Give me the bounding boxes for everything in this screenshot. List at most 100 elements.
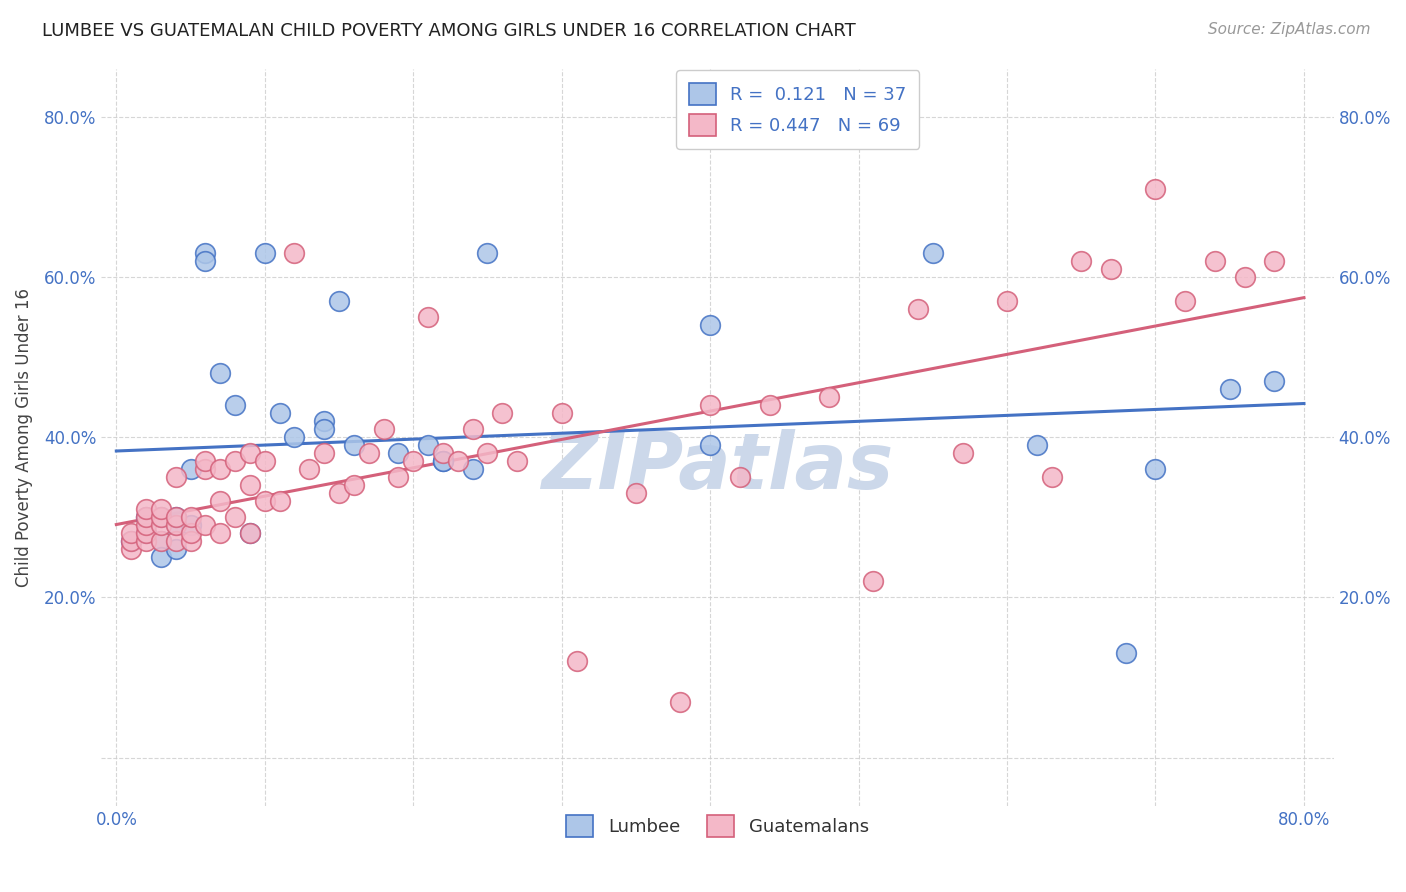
Point xyxy=(373,422,395,436)
Point xyxy=(699,438,721,452)
Point xyxy=(550,406,572,420)
Point xyxy=(461,422,484,436)
Point xyxy=(1219,382,1241,396)
Text: LUMBEE VS GUATEMALAN CHILD POVERTY AMONG GIRLS UNDER 16 CORRELATION CHART: LUMBEE VS GUATEMALAN CHILD POVERTY AMONG… xyxy=(42,22,856,40)
Point xyxy=(180,510,202,524)
Point xyxy=(447,454,470,468)
Point xyxy=(194,462,217,476)
Point xyxy=(120,542,142,557)
Point xyxy=(239,478,262,492)
Point xyxy=(149,534,172,549)
Point xyxy=(952,446,974,460)
Point xyxy=(416,438,439,452)
Point xyxy=(565,655,588,669)
Point xyxy=(209,366,232,380)
Point xyxy=(907,301,929,316)
Point xyxy=(209,526,232,541)
Point xyxy=(149,510,172,524)
Point xyxy=(194,518,217,533)
Point xyxy=(314,414,336,428)
Point xyxy=(224,398,246,412)
Point xyxy=(135,510,157,524)
Point xyxy=(180,518,202,533)
Point xyxy=(995,293,1018,308)
Point xyxy=(461,462,484,476)
Point xyxy=(343,438,366,452)
Point xyxy=(253,245,276,260)
Point xyxy=(669,694,692,708)
Point xyxy=(699,318,721,332)
Point xyxy=(432,454,454,468)
Point xyxy=(149,550,172,565)
Point xyxy=(120,534,142,549)
Point xyxy=(699,398,721,412)
Point xyxy=(432,446,454,460)
Point xyxy=(149,518,172,533)
Point xyxy=(135,510,157,524)
Point xyxy=(253,454,276,468)
Point xyxy=(165,542,187,557)
Point xyxy=(862,574,884,589)
Point xyxy=(328,293,350,308)
Point xyxy=(1099,261,1122,276)
Point xyxy=(357,446,380,460)
Point xyxy=(165,510,187,524)
Point xyxy=(1204,253,1226,268)
Point xyxy=(1040,470,1063,484)
Point xyxy=(149,534,172,549)
Point xyxy=(224,510,246,524)
Point xyxy=(387,470,409,484)
Point xyxy=(1263,253,1285,268)
Point xyxy=(343,478,366,492)
Point xyxy=(328,486,350,500)
Legend: Lumbee, Guatemalans: Lumbee, Guatemalans xyxy=(560,808,876,845)
Point xyxy=(1233,269,1256,284)
Point xyxy=(209,494,232,508)
Point xyxy=(180,526,202,541)
Point xyxy=(149,502,172,516)
Point xyxy=(728,470,751,484)
Point xyxy=(180,534,202,549)
Point xyxy=(1263,374,1285,388)
Point xyxy=(624,486,647,500)
Point xyxy=(1144,182,1167,196)
Point xyxy=(1070,253,1092,268)
Point xyxy=(194,454,217,468)
Point xyxy=(506,454,529,468)
Point xyxy=(416,310,439,324)
Point xyxy=(298,462,321,476)
Point xyxy=(491,406,513,420)
Point xyxy=(818,390,841,404)
Point xyxy=(477,245,499,260)
Point xyxy=(149,510,172,524)
Point xyxy=(135,534,157,549)
Point xyxy=(209,462,232,476)
Point xyxy=(165,534,187,549)
Point xyxy=(387,446,409,460)
Point xyxy=(239,446,262,460)
Point xyxy=(283,245,305,260)
Point xyxy=(194,245,217,260)
Point xyxy=(477,446,499,460)
Point xyxy=(120,534,142,549)
Point xyxy=(921,245,943,260)
Point xyxy=(165,510,187,524)
Point xyxy=(1144,462,1167,476)
Point xyxy=(314,422,336,436)
Point xyxy=(135,518,157,533)
Point xyxy=(180,462,202,476)
Point xyxy=(314,446,336,460)
Point xyxy=(283,430,305,444)
Point xyxy=(402,454,425,468)
Point xyxy=(135,502,157,516)
Point xyxy=(1115,647,1137,661)
Point xyxy=(253,494,276,508)
Point xyxy=(165,470,187,484)
Point xyxy=(239,526,262,541)
Point xyxy=(120,526,142,541)
Point xyxy=(194,253,217,268)
Point xyxy=(269,494,291,508)
Point xyxy=(165,518,187,533)
Point xyxy=(1174,293,1197,308)
Point xyxy=(135,526,157,541)
